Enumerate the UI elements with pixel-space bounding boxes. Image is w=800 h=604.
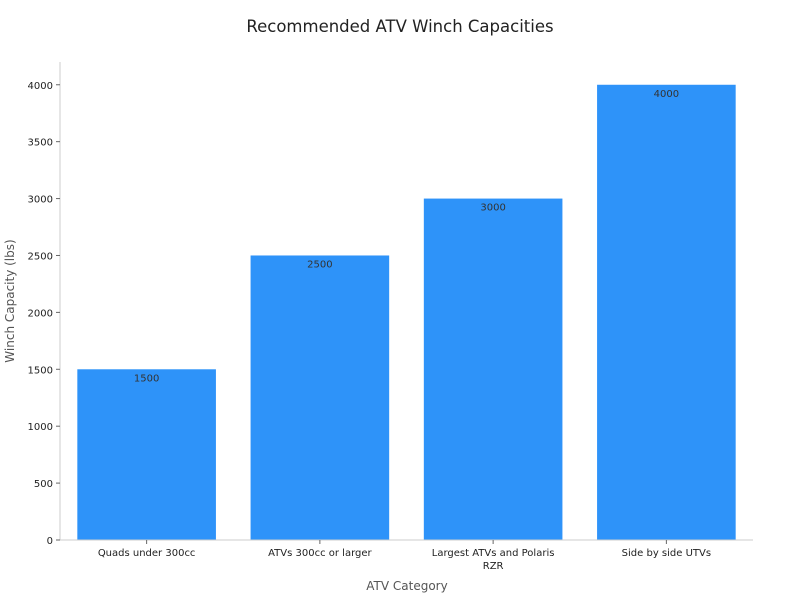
x-tick-label: RZR xyxy=(483,561,504,572)
y-tick-label: 3000 xyxy=(28,195,53,206)
chart-title: Recommended ATV Winch Capacities xyxy=(246,17,553,36)
bar-value-label: 2500 xyxy=(307,259,332,270)
bar xyxy=(77,369,216,540)
x-tick-label: ATVs 300cc or larger xyxy=(268,548,372,559)
y-tick-label: 3500 xyxy=(28,138,53,149)
y-tick-label: 2000 xyxy=(28,308,53,319)
y-tick-label: 4000 xyxy=(28,81,53,92)
x-axis-label: ATV Category xyxy=(366,579,447,593)
y-tick-label: 0 xyxy=(47,536,53,547)
bar-value-label: 4000 xyxy=(654,89,679,100)
y-axis-label: Winch Capacity (lbs) xyxy=(3,239,17,362)
y-tick-label: 2500 xyxy=(28,251,53,262)
y-tick-label: 1000 xyxy=(28,422,53,433)
bar xyxy=(597,84,736,540)
bar-value-label: 1500 xyxy=(134,373,159,384)
x-tick-label: Largest ATVs and Polaris xyxy=(432,548,555,559)
x-axis: Quads under 300cc ATVs 300cc or larger Lar… xyxy=(60,539,753,572)
x-tick-label: Side by side UTVs xyxy=(622,548,711,559)
bars-group: 1500 2500 3000 4000 xyxy=(77,84,736,541)
bar-value-label: 3000 xyxy=(480,203,505,214)
bar xyxy=(250,255,390,540)
bar xyxy=(423,198,563,541)
y-axis: 0 500 1000 1500 2000 2500 3000 3500 4000 xyxy=(28,62,61,547)
x-tick-label: Quads under 300cc xyxy=(98,548,196,559)
y-tick-label: 1500 xyxy=(28,365,53,376)
y-tick-label: 500 xyxy=(34,479,53,490)
